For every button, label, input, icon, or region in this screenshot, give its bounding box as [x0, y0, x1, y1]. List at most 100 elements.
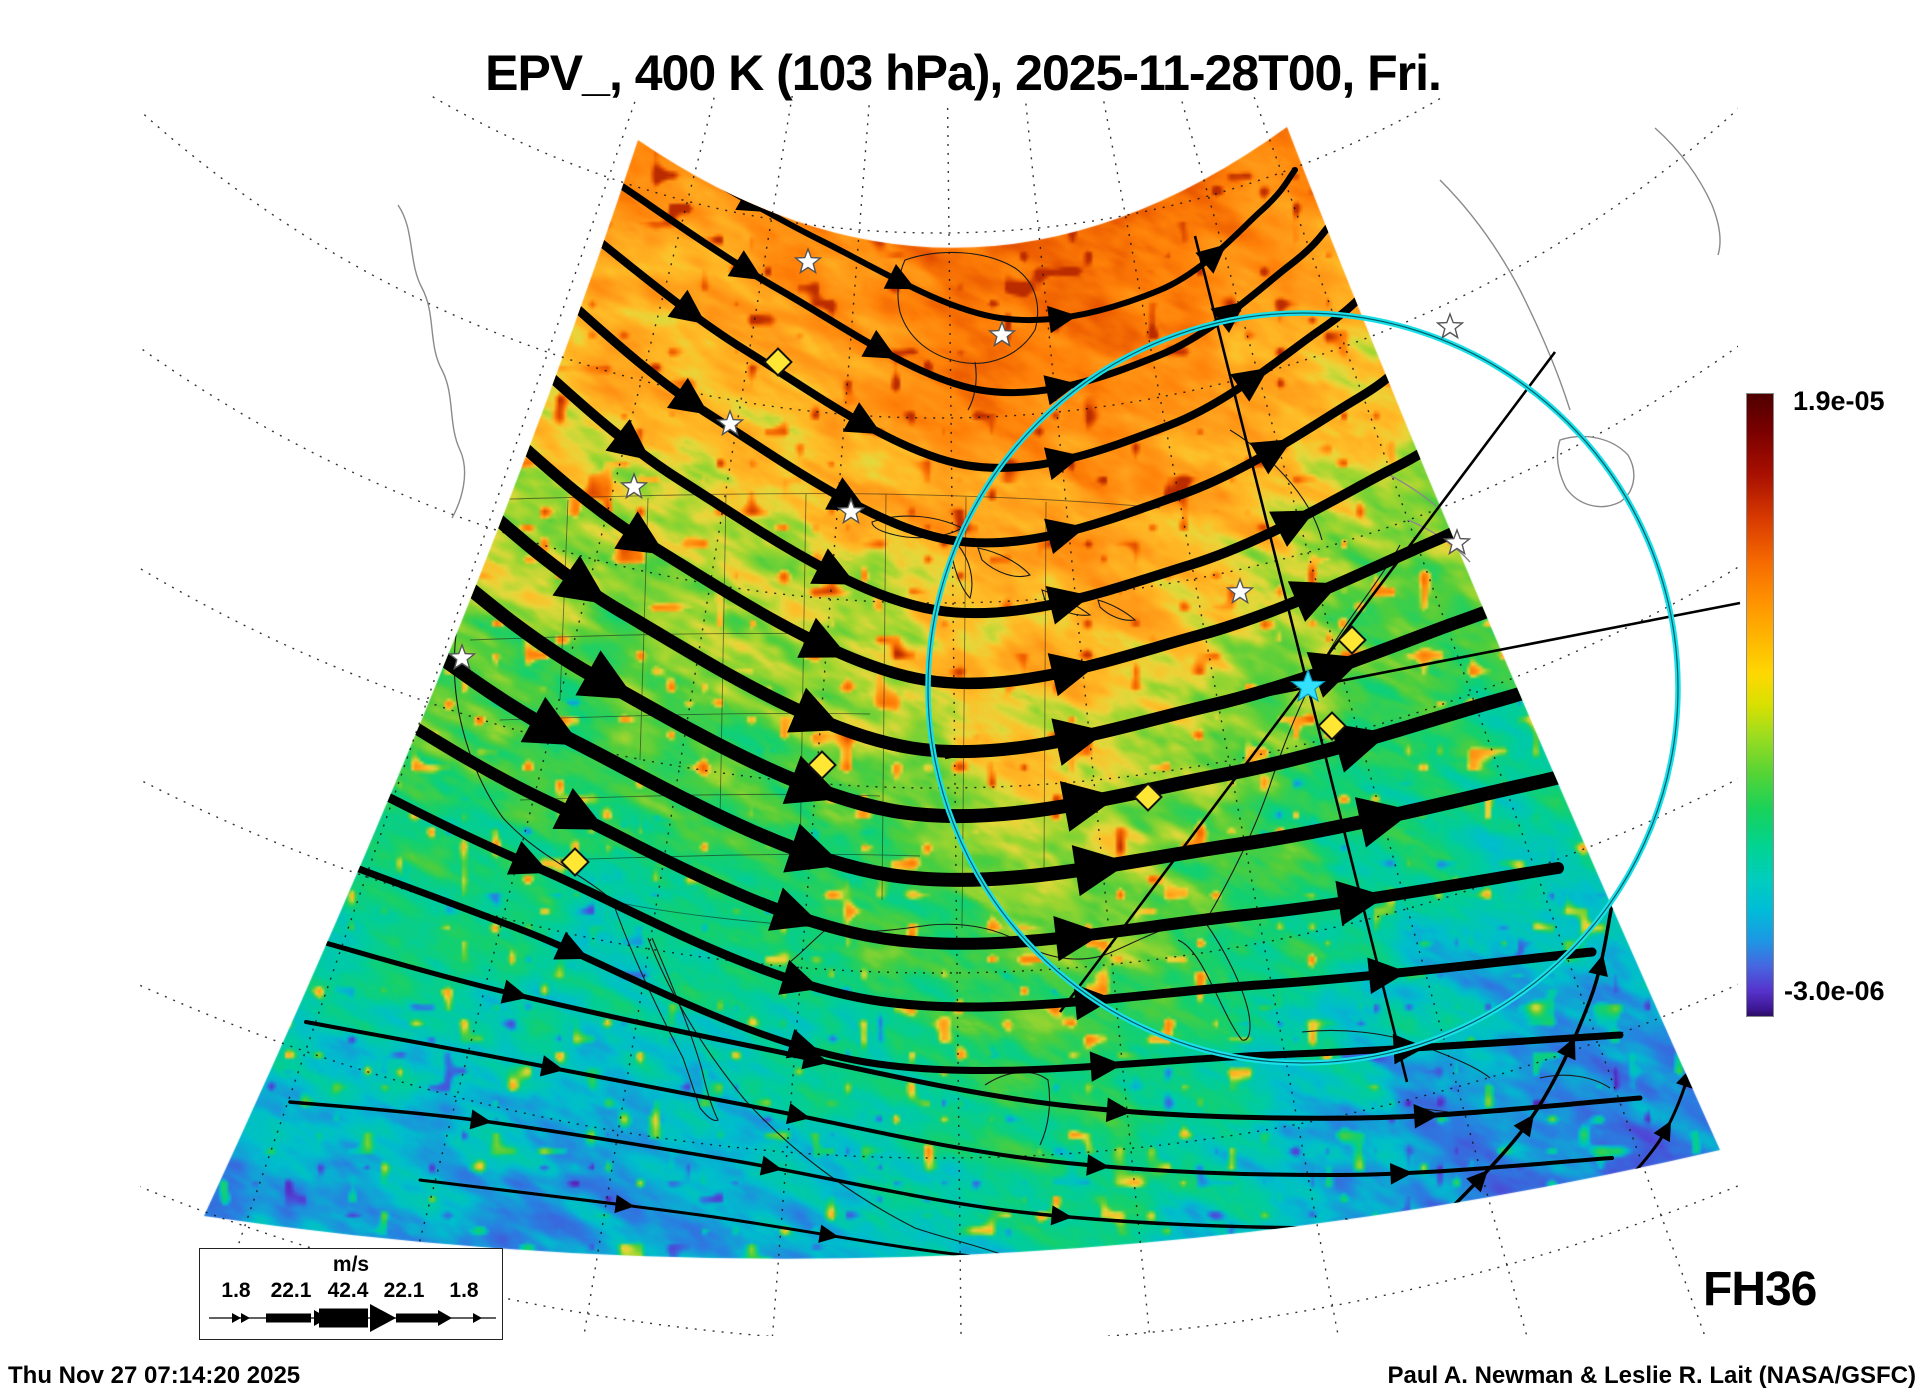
range-ring-circle [925, 310, 1681, 1066]
waypoint-diamond-marker [1337, 625, 1367, 655]
streamline-arrowhead [1050, 1205, 1073, 1226]
streamline-arrowhead [1466, 1170, 1488, 1193]
streamline-arrowhead [1287, 581, 1340, 622]
streamline-arrowhead [727, 250, 763, 281]
streamline-arrowhead [575, 650, 636, 700]
streamline-arrowhead [759, 1155, 783, 1176]
streamline-arrowhead [1653, 1120, 1672, 1143]
station-star-marker [1442, 527, 1472, 556]
streamline-arrowhead [667, 289, 706, 325]
streamline-arrowhead [469, 1109, 492, 1130]
streamline-arrowhead [614, 511, 666, 555]
colorbar [1746, 393, 1774, 1017]
streamline-arrowhead [1676, 1067, 1694, 1090]
streamline-arrowhead [1105, 1097, 1133, 1123]
generation-timestamp: Thu Nov 27 07:14:20 2025 [8, 1362, 301, 1389]
streamline-arrowhead [785, 1102, 811, 1125]
streamline-arrowhead [1367, 957, 1408, 994]
station-star-marker [793, 246, 823, 275]
streamline-arrowhead [1329, 723, 1390, 773]
streamline-arrowhead [1066, 1255, 1087, 1259]
coastline-outside-domain [397, 127, 1721, 563]
streamline-arrowhead [659, 1268, 676, 1285]
florida-peninsula [1177, 921, 1251, 1041]
streamline [304, 1020, 1614, 1178]
alaska-coastline [397, 204, 466, 519]
colorbar-min-label: -3.0e-06 [1784, 976, 1885, 1006]
streamline [581, 226, 1372, 472]
streamline-arrowhead [1413, 1103, 1440, 1129]
streamline [560, 1268, 1280, 1300]
station-star-marker [1225, 576, 1255, 605]
coastlines [453, 251, 1611, 1259]
central-america-coast [914, 1227, 1096, 1259]
station-star-marker [987, 319, 1017, 348]
streamline-arrowhead [1354, 797, 1414, 848]
streamline-arrowhead [666, 377, 710, 415]
wind-speed-label: 1.8 [221, 1279, 251, 1302]
streamline [418, 1178, 1502, 1259]
streamline-arrowhead [1086, 1154, 1110, 1176]
streamline-arrowhead [778, 959, 821, 995]
waypoint-diamond-marker [1133, 782, 1163, 812]
streamline-arrowhead [1047, 653, 1098, 697]
waypoint-diamond-marker [560, 847, 590, 877]
streamline-arrowhead [1053, 916, 1104, 962]
plot-title: EPV_, 400 K (103 hPa), 2025-11-28T00, Fr… [485, 45, 1442, 101]
streamline-arrowhead [1580, 1208, 1601, 1229]
station-star-marker [447, 642, 477, 671]
streamline [476, 404, 1484, 690]
streamline-arrowhead [552, 787, 606, 830]
station-star-marker [619, 471, 649, 500]
streamline-arrowhead [1047, 305, 1078, 334]
waypoint-diamond-marker [763, 347, 793, 377]
streamline [418, 545, 1555, 824]
waypoint-diamond-marker [1317, 711, 1347, 741]
streamline-arrowhead [1089, 1051, 1123, 1082]
streamline [510, 340, 1447, 619]
streamline-arrowhead [500, 979, 529, 1004]
streamline-arrowhead [861, 329, 897, 359]
station-star-marker [1435, 311, 1465, 340]
yucatan-peninsula [984, 1071, 1051, 1146]
streamline-arrowhead [1157, 1292, 1173, 1308]
streamline-arrowhead [797, 617, 849, 658]
streamline-arrowhead [818, 1224, 839, 1243]
streamline-arrowhead [506, 840, 550, 875]
waypoint-diamond-marker [807, 750, 837, 780]
streamline-arrowhead [539, 1055, 564, 1077]
wind-speed-label: 1.8 [449, 1279, 479, 1302]
streamline-arrowhead [801, 1045, 830, 1070]
streamline-arrowhead [768, 887, 821, 931]
wind-speed-label: 22.1 [270, 1279, 312, 1302]
streamline-arrowhead [991, 1289, 1008, 1305]
streamline [616, 181, 1334, 397]
streamline-arrowhead [1071, 845, 1130, 897]
streamline-arrowhead [1230, 367, 1269, 402]
greenland-tip-coast [1654, 127, 1721, 256]
site-markers [447, 246, 1472, 877]
streamline-arrowhead [605, 419, 651, 461]
wind-speed-label: 42.4 [327, 1279, 369, 1302]
streamline-arrowhead [810, 548, 857, 585]
streamline-arrowhead [1269, 510, 1316, 547]
streamline-arrowhead [1389, 1163, 1413, 1185]
streamline-arrowhead [787, 687, 844, 733]
labrador-coastline [1439, 179, 1571, 411]
streamline-arrowhead [552, 555, 609, 605]
wind-speed-label: 22.1 [383, 1279, 425, 1302]
lake-michigan-huron [951, 544, 1031, 600]
credit-line: Paul A. Newman & Leslie R. Lait (NASA/GS… [1387, 1362, 1916, 1389]
streamline-arrowhead [1043, 375, 1078, 406]
station-star-marker [836, 496, 866, 525]
station-star-marker [715, 408, 745, 437]
streamline-arrowhead [1043, 447, 1083, 481]
streamline-arrowhead [735, 185, 768, 213]
wind-legend-values: 1.8 22.1 42.4 22.1 1.8 [200, 1279, 502, 1303]
streamline-arrowhead [1249, 439, 1293, 475]
streamline [1566, 1038, 1702, 1244]
mexico-west-coastline [647, 937, 916, 1229]
bearing-line-east-west [944, 601, 1741, 760]
